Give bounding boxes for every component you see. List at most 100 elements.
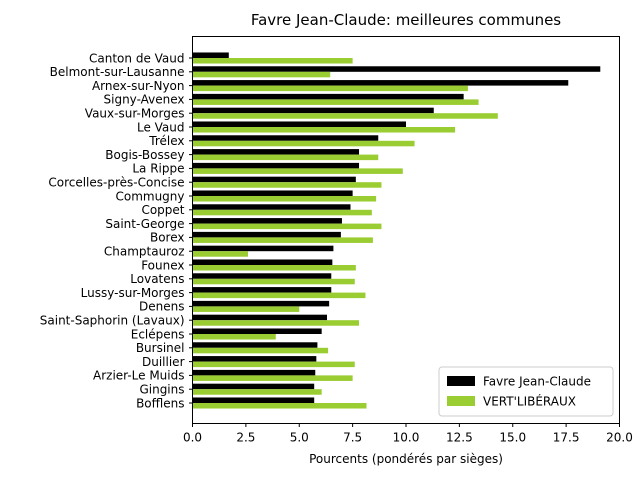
y-tick-label: Corcelles-près-Concise xyxy=(48,176,184,190)
bar-vertliberaux-2 xyxy=(192,85,468,92)
y-tick-label: Bofflens xyxy=(136,396,184,410)
bar-favre-11 xyxy=(192,204,351,210)
y-tick-label: Bogis-Bossey xyxy=(105,148,184,162)
bar-vertliberaux-22 xyxy=(192,361,355,368)
bar-favre-9 xyxy=(192,176,356,183)
legend-swatch-0 xyxy=(447,376,475,386)
x-tick-label: 5.0 xyxy=(290,431,309,445)
y-tick-label: Commugny xyxy=(115,189,184,203)
bar-favre-23 xyxy=(192,369,316,376)
bar-vertliberaux-21 xyxy=(192,347,329,354)
y-tick-label: Bursinel xyxy=(136,341,185,355)
bar-vertliberaux-19 xyxy=(192,320,360,326)
y-tick-label: Belmont-sur-Lausanne xyxy=(50,65,185,79)
bar-vertliberaux-25 xyxy=(192,403,367,409)
bar-favre-25 xyxy=(192,397,315,403)
bar-vertliberaux-17 xyxy=(192,292,366,299)
x-tick-label: 17.5 xyxy=(553,431,580,445)
bar-vertliberaux-5 xyxy=(192,127,456,133)
y-tick-label: Canton de Vaud xyxy=(89,51,184,65)
x-axis: 0.0 2.5 5.0 7.5 10.0 12.5 15.0 17.5 20.0 xyxy=(183,423,633,445)
bars-group xyxy=(192,52,601,409)
y-tick-label: Lovatens xyxy=(130,272,184,286)
y-tick-label: Borex xyxy=(150,231,185,245)
bar-vertliberaux-24 xyxy=(192,389,322,395)
bar-favre-0 xyxy=(192,52,229,58)
legend-label-1: VERT'LIBÉRAUX xyxy=(483,394,576,409)
y-tick-label: Duillier xyxy=(142,355,185,369)
bar-favre-24 xyxy=(192,383,315,390)
bar-vertliberaux-1 xyxy=(192,71,331,78)
bar-vertliberaux-20 xyxy=(192,334,276,340)
bar-favre-4 xyxy=(192,107,434,114)
bar-favre-13 xyxy=(192,231,341,238)
y-tick-label: Champtauroz xyxy=(104,245,185,259)
y-tick-label: Vaux-sur-Morges xyxy=(85,107,185,121)
bar-vertliberaux-0 xyxy=(192,58,353,64)
bar-favre-18 xyxy=(192,300,330,307)
y-tick-label: Arzier-Le Muids xyxy=(93,369,185,383)
bar-favre-7 xyxy=(192,149,360,155)
y-tick-label: La Rippe xyxy=(132,162,184,176)
bar-vertliberaux-23 xyxy=(192,375,353,381)
bar-vertliberaux-16 xyxy=(192,278,355,285)
y-tick-label: Le Vaud xyxy=(137,120,185,134)
bar-vertliberaux-15 xyxy=(192,265,356,271)
bar-favre-8 xyxy=(192,162,360,169)
x-tick-label: 0.0 xyxy=(183,431,202,445)
x-axis-label: Pourcents (pondérés par sièges) xyxy=(309,452,503,466)
bar-vertliberaux-7 xyxy=(192,154,379,161)
bar-vertliberaux-12 xyxy=(192,223,382,230)
y-tick-label: Lussy-sur-Morges xyxy=(81,286,185,300)
bar-favre-12 xyxy=(192,218,342,224)
y-tick-label: Eclépens xyxy=(131,327,185,341)
legend: Favre Jean-Claude VERT'LIBÉRAUX xyxy=(438,366,614,417)
bar-vertliberaux-9 xyxy=(192,182,382,188)
x-tick-label: 15.0 xyxy=(499,431,526,445)
bar-favre-20 xyxy=(192,328,322,334)
bar-vertliberaux-11 xyxy=(192,209,372,216)
y-tick-label: Arnex-sur-Nyon xyxy=(92,79,185,93)
x-tick-label: 7.5 xyxy=(343,431,362,445)
bar-favre-19 xyxy=(192,314,328,321)
x-tick-label: 12.5 xyxy=(446,431,473,445)
bar-vertliberaux-18 xyxy=(192,306,300,312)
legend-swatch-1 xyxy=(447,396,475,406)
y-tick-label: Saint-George xyxy=(105,217,184,231)
y-tick-label: Signy-Avenex xyxy=(104,93,185,107)
legend-box xyxy=(438,366,614,417)
bar-favre-6 xyxy=(192,135,379,141)
bar-vertliberaux-13 xyxy=(192,237,373,243)
x-tick-label: 20.0 xyxy=(606,431,633,445)
bar-favre-14 xyxy=(192,245,334,252)
x-tick-label: 2.5 xyxy=(236,431,255,445)
bar-vertliberaux-14 xyxy=(192,251,249,257)
bar-favre-15 xyxy=(192,259,333,265)
bar-vertliberaux-4 xyxy=(192,113,498,119)
bar-favre-16 xyxy=(192,273,332,279)
bar-vertliberaux-3 xyxy=(192,99,479,105)
x-tick-label: 10.0 xyxy=(393,431,420,445)
y-tick-label: Founex xyxy=(141,258,184,272)
y-tick-label: Denens xyxy=(139,300,184,314)
y-tick-label: Coppet xyxy=(141,203,184,217)
bar-vertliberaux-10 xyxy=(192,196,377,202)
plot-frame xyxy=(192,36,620,424)
bar-favre-3 xyxy=(192,93,464,100)
y-tick-label: Trélex xyxy=(148,134,184,148)
bar-favre-17 xyxy=(192,287,332,293)
bar-vertliberaux-6 xyxy=(192,140,415,147)
bar-favre-21 xyxy=(192,342,318,348)
chart-title: Favre Jean-Claude: meilleures communes xyxy=(251,11,561,29)
y-tick-label: Saint-Saphorin (Lavaux) xyxy=(40,314,185,328)
bar-favre-22 xyxy=(192,356,317,362)
legend-label-0: Favre Jean-Claude xyxy=(483,375,591,389)
y-tick-label: Gingins xyxy=(139,383,184,397)
y-axis: Canton de VaudBelmont-sur-LausanneArnex-… xyxy=(40,51,193,410)
bar-vertliberaux-8 xyxy=(192,168,403,174)
bar-favre-2 xyxy=(192,80,569,86)
bar-favre-1 xyxy=(192,66,601,72)
bar-favre-5 xyxy=(192,121,406,127)
